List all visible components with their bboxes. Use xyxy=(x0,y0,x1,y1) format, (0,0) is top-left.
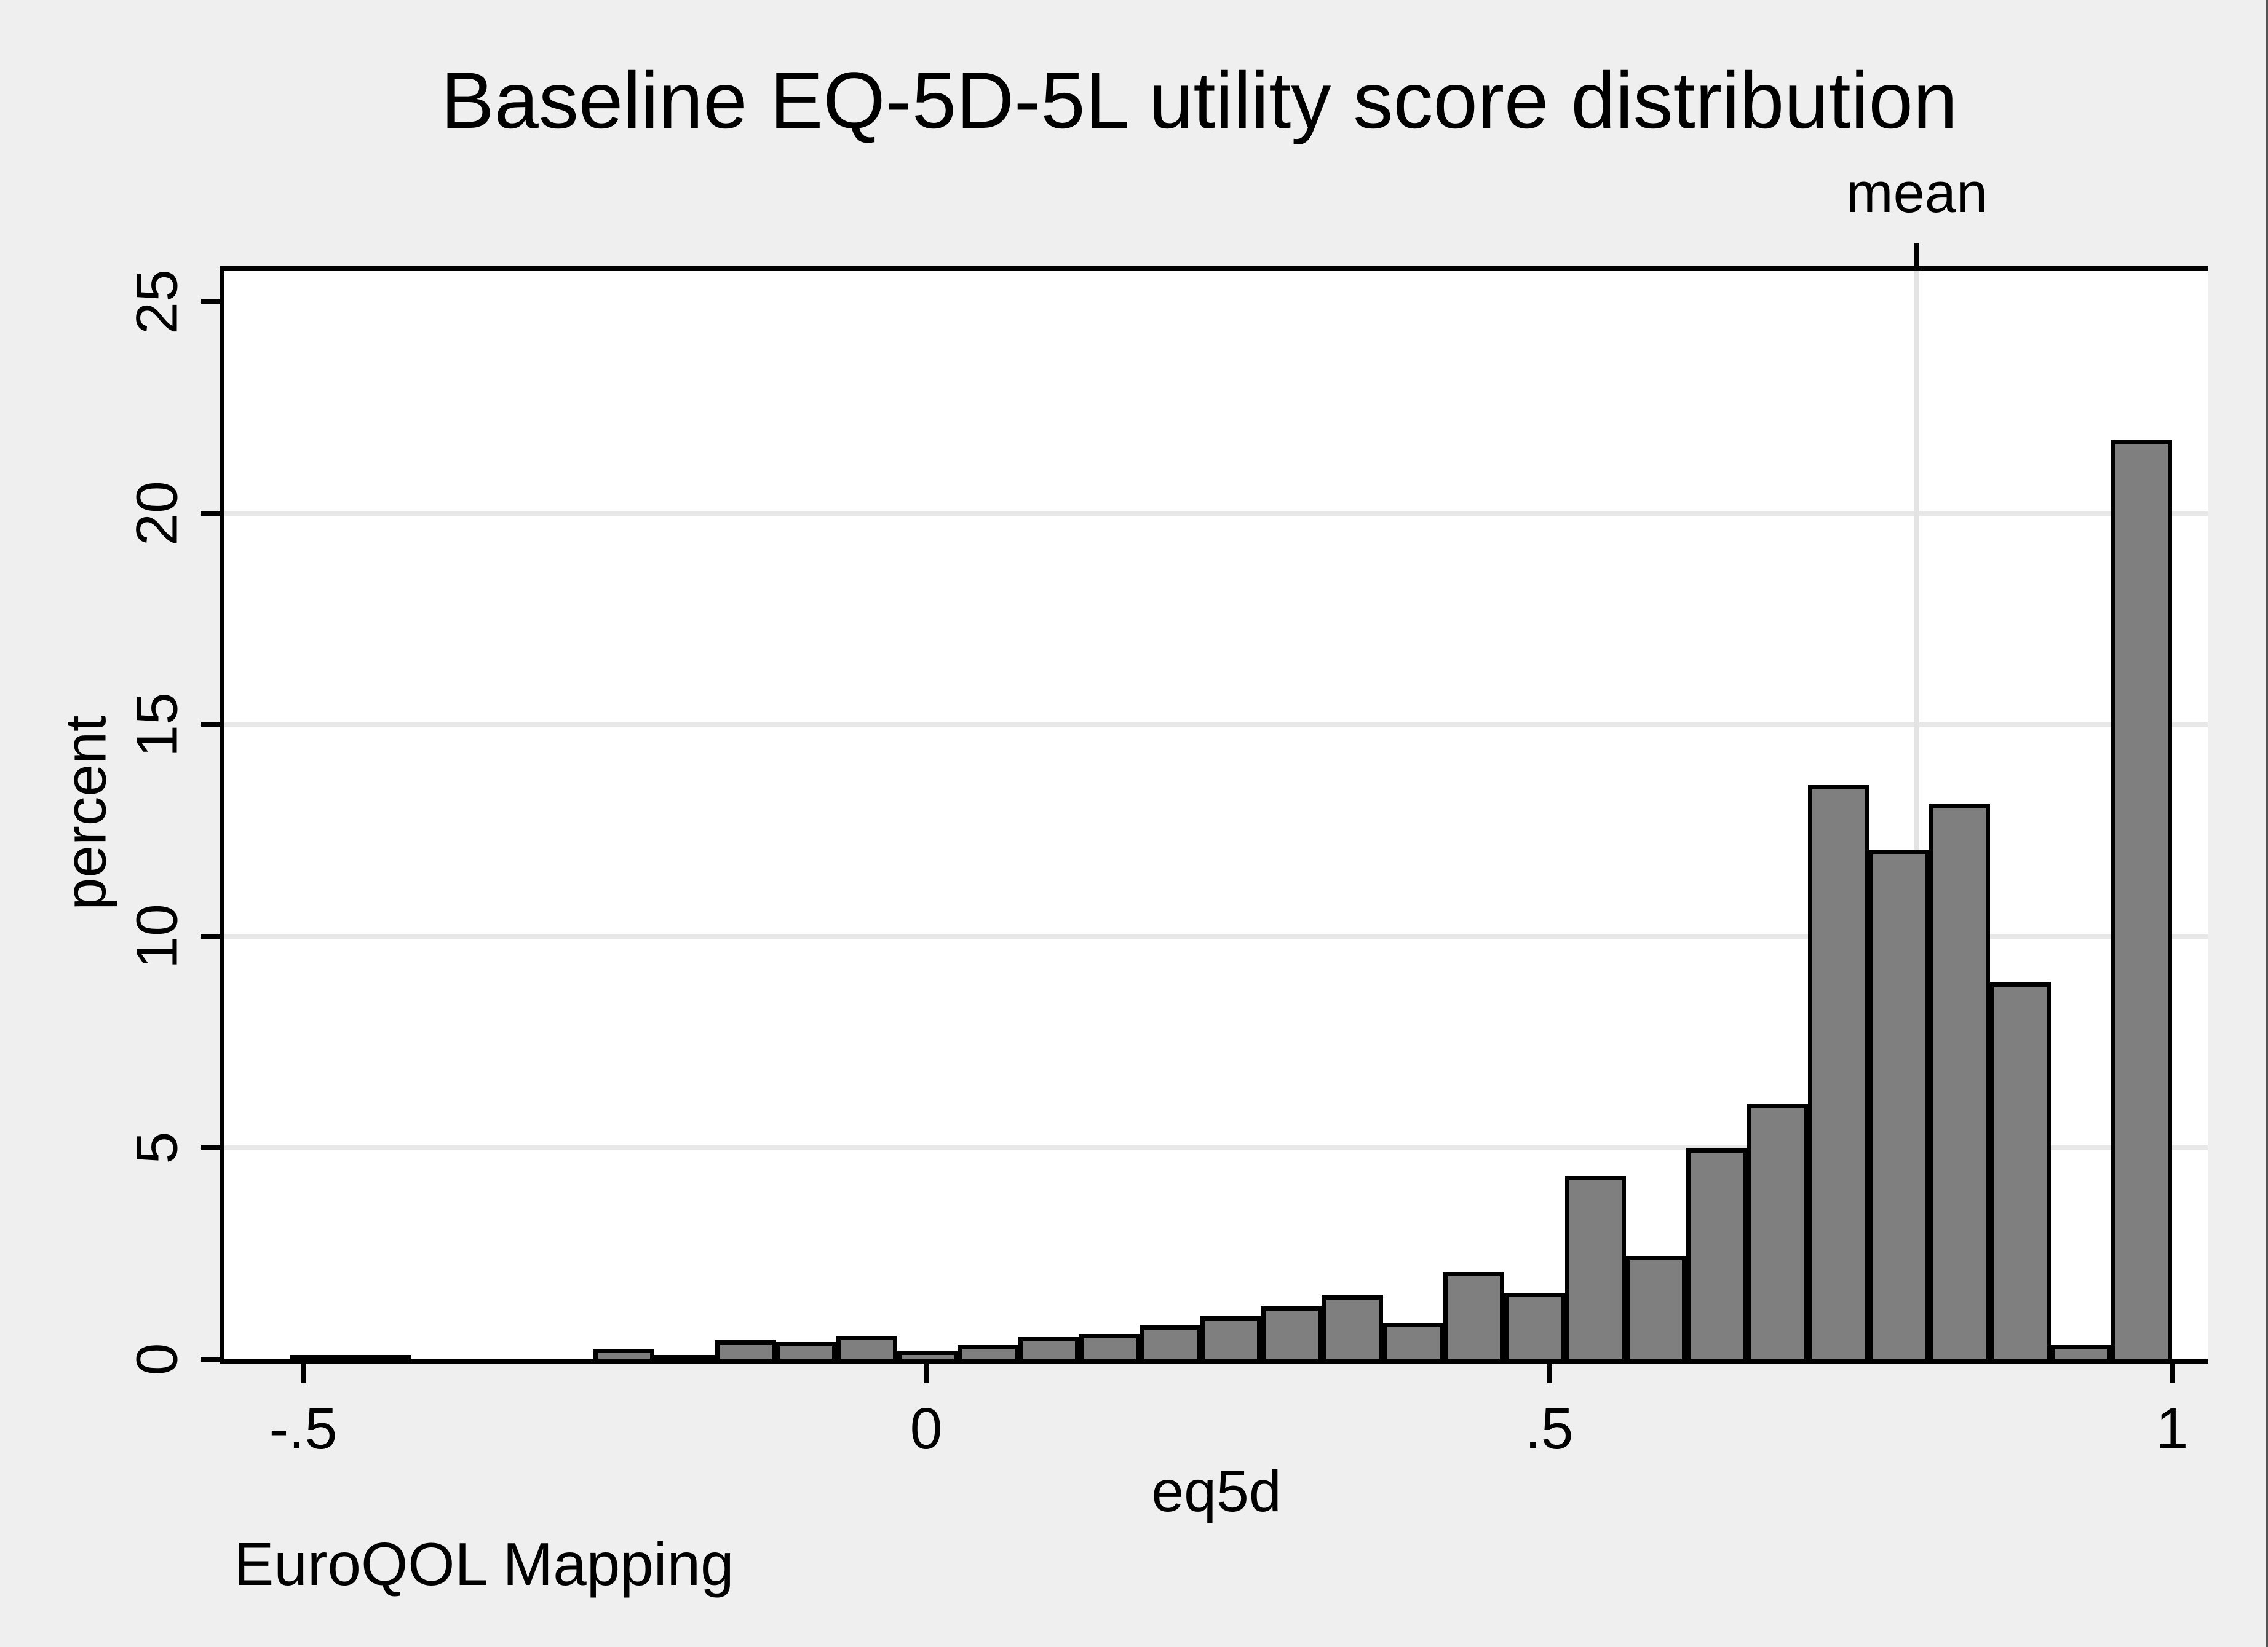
x-tick-label: 1 xyxy=(2155,1396,2189,1461)
histogram-bar xyxy=(1686,1148,1747,1364)
chart-title: Baseline EQ-5D-5L utility score distribu… xyxy=(440,55,1958,145)
histogram-bar xyxy=(1261,1306,1322,1364)
histogram-bar xyxy=(1504,1293,1565,1364)
x-tick xyxy=(1547,1364,1552,1383)
x-axis-label: eq5d xyxy=(1151,1459,1282,1524)
mean-reference-line xyxy=(1914,266,1919,1359)
histogram-bar xyxy=(2111,440,2172,1364)
histogram-bar xyxy=(1565,1176,1626,1364)
y-gridline xyxy=(224,934,2208,939)
histogram-bar xyxy=(1200,1316,1261,1364)
histogram-bar xyxy=(1383,1323,1444,1364)
histogram-bar xyxy=(1869,850,1930,1364)
y-axis-line xyxy=(220,266,224,1364)
plot-top-border xyxy=(220,266,2208,271)
mean-label: mean xyxy=(1846,162,1988,224)
mean-tick xyxy=(1914,243,1919,266)
y-tick xyxy=(201,299,220,304)
y-tick xyxy=(201,1357,220,1362)
y-axis-label: percent xyxy=(53,715,119,910)
graph-note: EuroQOL Mapping xyxy=(234,1530,734,1598)
histogram-bar xyxy=(1747,1104,1808,1364)
y-tick-label: 5 xyxy=(124,1131,190,1164)
x-tick-label: .5 xyxy=(1525,1396,1574,1461)
y-gridline xyxy=(224,1145,2208,1150)
y-gridline xyxy=(224,722,2208,727)
window-right-border xyxy=(2266,0,2268,1647)
histogram-bar xyxy=(1443,1272,1504,1364)
x-axis-line xyxy=(220,1359,2208,1364)
histogram-bar xyxy=(1625,1256,1686,1364)
y-tick xyxy=(201,1145,220,1150)
y-tick xyxy=(201,934,220,939)
x-tick xyxy=(924,1364,929,1383)
x-tick xyxy=(301,1364,306,1383)
y-tick-label: 10 xyxy=(124,904,190,969)
histogram-bar xyxy=(1808,785,1869,1364)
histogram-bar xyxy=(1990,982,2051,1364)
y-tick-label: 20 xyxy=(124,481,190,546)
histogram-bar xyxy=(1322,1295,1383,1364)
x-tick-label: 0 xyxy=(910,1396,943,1461)
y-tick-label: 0 xyxy=(124,1343,190,1376)
y-tick-label: 25 xyxy=(124,269,190,334)
y-tick-label: 15 xyxy=(124,692,190,757)
y-tick xyxy=(201,511,220,516)
histogram-bar xyxy=(1140,1325,1201,1364)
x-tick xyxy=(2170,1364,2175,1383)
y-tick xyxy=(201,722,220,727)
y-gridline xyxy=(224,511,2208,516)
histogram-bar xyxy=(1929,804,1990,1364)
x-tick-label: -.5 xyxy=(269,1396,338,1461)
